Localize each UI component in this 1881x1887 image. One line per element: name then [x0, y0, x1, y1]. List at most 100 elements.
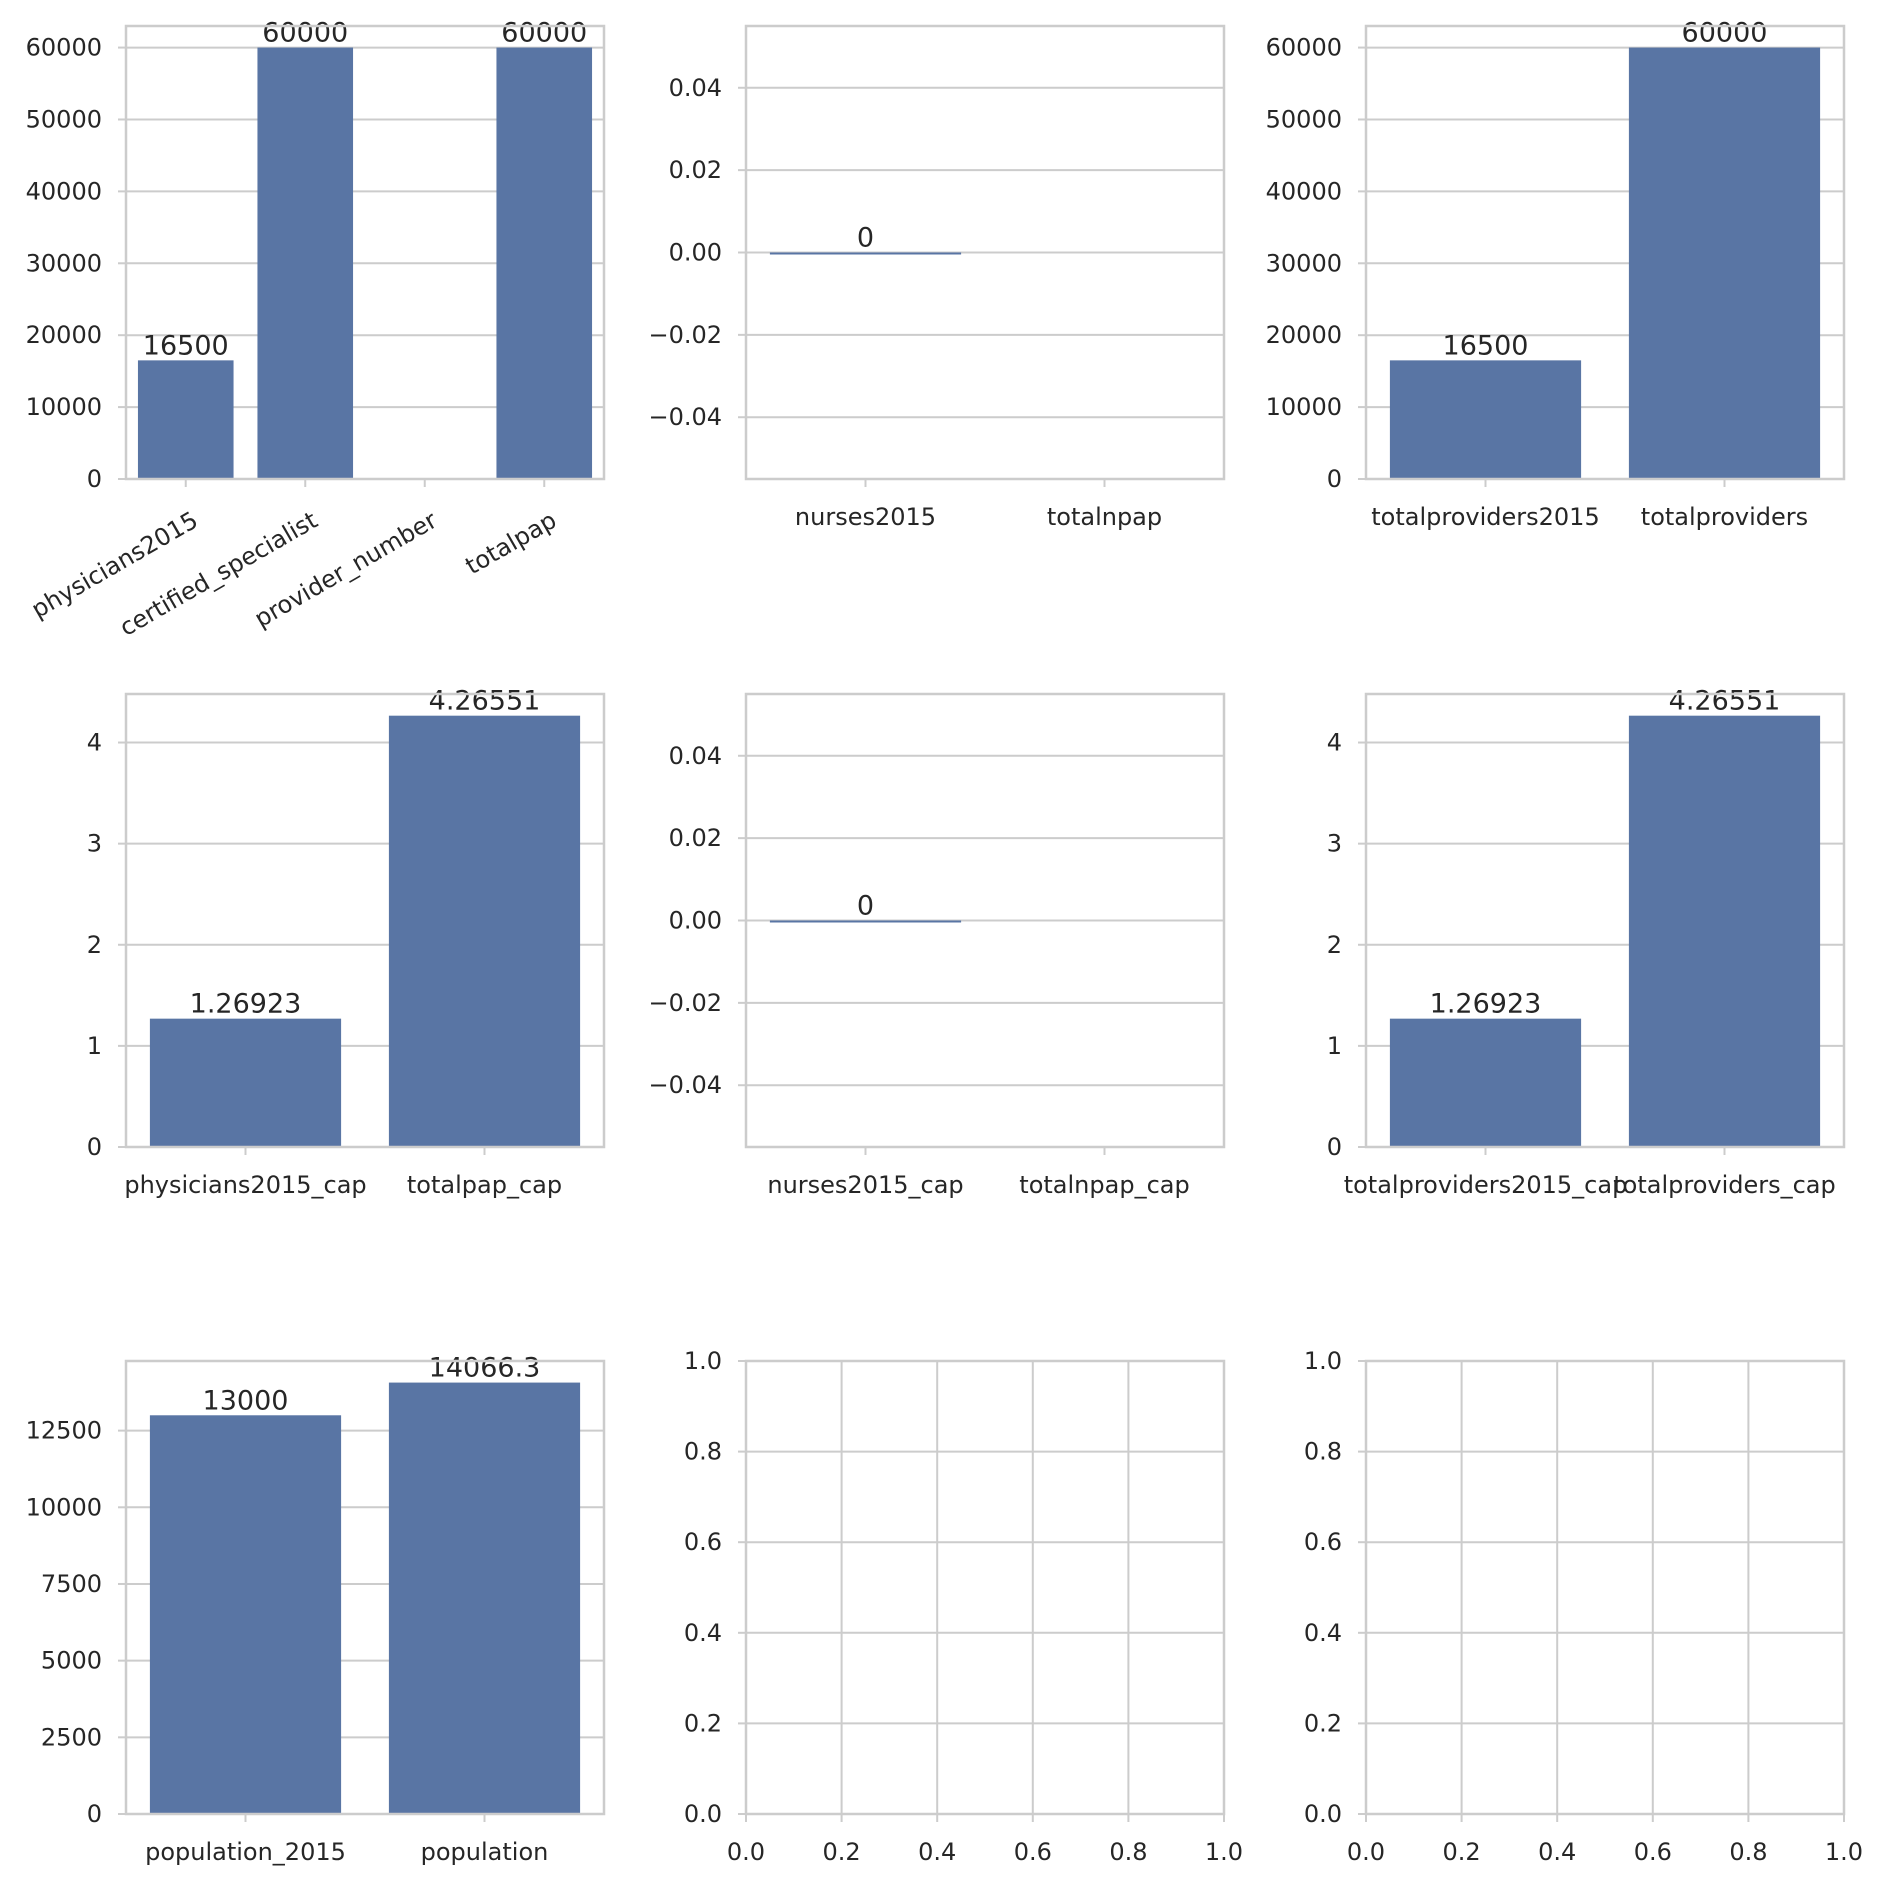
y-tick-label: 0.8 — [1304, 1438, 1342, 1466]
y-tick-label: 60000 — [26, 34, 102, 62]
chart-panel-5: −0.04 −0.02 0.00 0.02 0.04 0 nurses2015_cap tot… — [648, 692, 1226, 1199]
x-tick-label: population_2015 — [145, 1838, 346, 1866]
y-tick-label: 0 — [87, 1800, 102, 1828]
y-tick-label: 0.6 — [684, 1528, 722, 1556]
y-tick-label: 30000 — [26, 249, 102, 277]
axes-frame — [1364, 1359, 1846, 1816]
bar-value-label: 60000 — [501, 18, 587, 49]
bar-nurses2015 — [769, 252, 962, 255]
x-tick-label: totalproviders2015 — [1371, 503, 1599, 531]
y-tick-label: 7500 — [41, 1570, 102, 1598]
y-tick-label: 2 — [1327, 931, 1342, 959]
y-tick-label: 2 — [87, 931, 102, 959]
bar-value-label: 4.26551 — [1669, 686, 1781, 717]
x-tick-label: 1.0 — [1825, 1838, 1863, 1866]
bar-value-label: 0 — [857, 223, 874, 254]
y-tick-label: 0.00 — [669, 907, 722, 935]
y-tick-label: 0.00 — [669, 239, 722, 267]
y-tick-label: 0.4 — [1304, 1619, 1342, 1647]
bar-value-label: 60000 — [1682, 18, 1768, 49]
x-tick-label: 0.6 — [1014, 1838, 1052, 1866]
y-tick-label: 0.02 — [669, 824, 722, 852]
axes-frame — [744, 24, 1226, 481]
bar-nurses2015_cap — [769, 920, 962, 923]
axes-frame — [124, 692, 606, 1149]
y-tick-label: 0.04 — [669, 74, 722, 102]
x-tick-label: totalproviders_cap — [1613, 1171, 1836, 1199]
x-tick-label: nurses2015_cap — [767, 1171, 963, 1199]
x-tick-label: physicians2015_cap — [124, 1171, 366, 1199]
axes-frame — [1364, 692, 1846, 1149]
y-tick-label: 40000 — [26, 177, 102, 205]
y-tick-label: 12500 — [26, 1417, 102, 1445]
y-tick-label: 4 — [87, 729, 102, 757]
x-tick-label: nurses2015 — [795, 503, 936, 531]
bar-value-label: 0 — [857, 891, 874, 922]
axes-frame — [744, 692, 1226, 1149]
x-tick-label: totalpap_cap — [407, 1171, 562, 1199]
bar-value-label: 14066.3 — [429, 1353, 541, 1384]
y-tick-label: 0.02 — [669, 156, 722, 184]
y-tick-label: 0.2 — [684, 1709, 722, 1737]
y-tick-label: 1 — [87, 1032, 102, 1060]
bar-totalproviders_cap — [1628, 715, 1821, 1147]
x-tick-label: totalproviders — [1641, 503, 1808, 531]
y-tick-label: 30000 — [1266, 249, 1342, 277]
y-tick-label: 0.0 — [1304, 1800, 1342, 1828]
x-tick-label: 0.6 — [1634, 1838, 1672, 1866]
axes-frame — [744, 1359, 1226, 1816]
x-tick-label: population — [421, 1838, 549, 1866]
x-tick-label: totalnpap — [1047, 503, 1162, 531]
bar-value-label: 60000 — [262, 18, 348, 49]
y-tick-label: −0.02 — [648, 321, 722, 349]
y-tick-label: 0.04 — [669, 742, 722, 770]
x-tick-label: 0.4 — [918, 1838, 956, 1866]
chart-panel-9: 0.0 0.2 0.4 0.6 0.8 1.0 0.0 0.2 0.4 0.6 0.8 1.0 — [1304, 1347, 1863, 1866]
axes-frame — [124, 24, 606, 481]
y-tick-label: 10000 — [26, 1493, 102, 1521]
x-tick-label: 0.8 — [1109, 1838, 1147, 1866]
y-tick-label: 20000 — [26, 321, 102, 349]
y-tick-label: 0.2 — [1304, 1709, 1342, 1737]
chart-panel-4: 0 1 2 3 4 1.26923 physicians2015_cap 4.26551 tot… — [87, 686, 606, 1199]
y-tick-label: 20000 — [1266, 321, 1342, 349]
y-tick-label: 4 — [1327, 729, 1342, 757]
bar-population_2015 — [149, 1415, 342, 1814]
x-tick-label: 0.2 — [1443, 1838, 1481, 1866]
bar-certified_specialist — [257, 47, 354, 479]
x-tick-label: totalnpap_cap — [1019, 1171, 1189, 1199]
y-tick-label: 0.8 — [684, 1438, 722, 1466]
y-tick-label: 2500 — [41, 1723, 102, 1751]
x-tick-label: 0.0 — [1347, 1838, 1385, 1866]
x-tick-label: 1.0 — [1205, 1838, 1243, 1866]
axes-frame — [124, 1359, 606, 1816]
bar-totalpap — [496, 47, 593, 479]
y-tick-label: 0 — [1327, 465, 1342, 493]
chart-panel-2: −0.04 −0.02 0.00 0.02 0.04 0 nurses2015 totalnp… — [648, 24, 1226, 531]
bar-physicians2015 — [137, 360, 234, 479]
bar-totalproviders2015 — [1389, 360, 1582, 479]
y-tick-label: 0.4 — [684, 1619, 722, 1647]
bar-totalpap_cap — [388, 715, 581, 1147]
x-tick-label: 0.8 — [1729, 1838, 1767, 1866]
x-tick-label: totalproviders2015_cap — [1344, 1171, 1628, 1199]
y-tick-label: 1.0 — [684, 1347, 722, 1375]
y-tick-label: 10000 — [26, 393, 102, 421]
chart-panel-3: 0 10000 20000 30000 40000 50000 60000 16500 tota… — [1266, 18, 1846, 531]
y-tick-label: 40000 — [1266, 177, 1342, 205]
y-tick-label: 1 — [1327, 1032, 1342, 1060]
y-tick-label: 10000 — [1266, 393, 1342, 421]
bar-totalproviders — [1628, 47, 1821, 479]
bar-value-label: 13000 — [203, 1385, 289, 1416]
bar-population — [388, 1382, 581, 1814]
bar-physicians2015_cap — [149, 1018, 342, 1147]
y-tick-label: −0.02 — [648, 989, 722, 1017]
y-tick-label: 5000 — [41, 1647, 102, 1675]
y-tick-label: 0 — [87, 465, 102, 493]
y-tick-label: 3 — [87, 830, 102, 858]
y-tick-label: 3 — [1327, 830, 1342, 858]
x-tick-label: 0.4 — [1538, 1838, 1576, 1866]
chart-panel-8: 0.0 0.2 0.4 0.6 0.8 1.0 0.0 0.2 0.4 0.6 0.8 1.0 — [684, 1347, 1243, 1866]
y-tick-label: 1.0 — [1304, 1347, 1342, 1375]
